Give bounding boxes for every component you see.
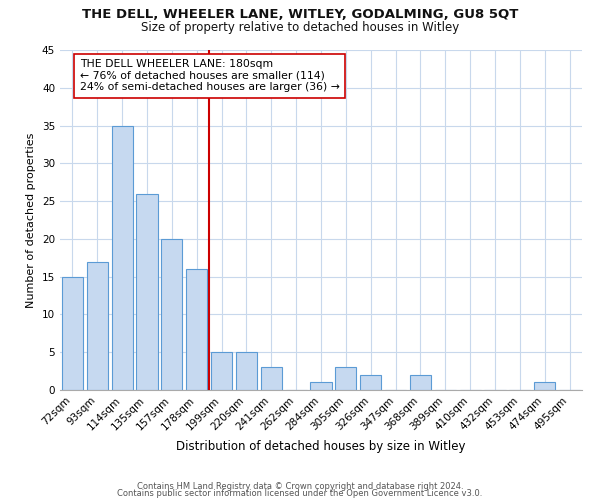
Bar (261, 368, 282, 390)
Bar (161, 239, 182, 390)
Text: Contains public sector information licensed under the Open Government Licence v3: Contains public sector information licen… (118, 489, 482, 498)
Bar (186, 269, 207, 390)
Text: THE DELL, WHEELER LANE, WITLEY, GODALMING, GU8 5QT: THE DELL, WHEELER LANE, WITLEY, GODALMIN… (82, 8, 518, 20)
X-axis label: Distribution of detached houses by size in Witley: Distribution of detached houses by size … (176, 440, 466, 453)
Y-axis label: Number of detached properties: Number of detached properties (26, 132, 37, 308)
Text: Size of property relative to detached houses in Witley: Size of property relative to detached ho… (141, 21, 459, 34)
Bar (335, 368, 356, 390)
Bar (112, 126, 133, 390)
Bar (62, 276, 83, 390)
Bar (236, 352, 257, 390)
Bar (136, 194, 158, 390)
Bar (211, 352, 232, 390)
Bar (87, 262, 108, 390)
Bar (534, 382, 555, 390)
Text: Contains HM Land Registry data © Crown copyright and database right 2024.: Contains HM Land Registry data © Crown c… (137, 482, 463, 491)
Bar (360, 375, 381, 390)
Bar (410, 375, 431, 390)
Text: THE DELL WHEELER LANE: 180sqm
← 76% of detached houses are smaller (114)
24% of : THE DELL WHEELER LANE: 180sqm ← 76% of d… (80, 59, 340, 92)
Bar (310, 382, 332, 390)
